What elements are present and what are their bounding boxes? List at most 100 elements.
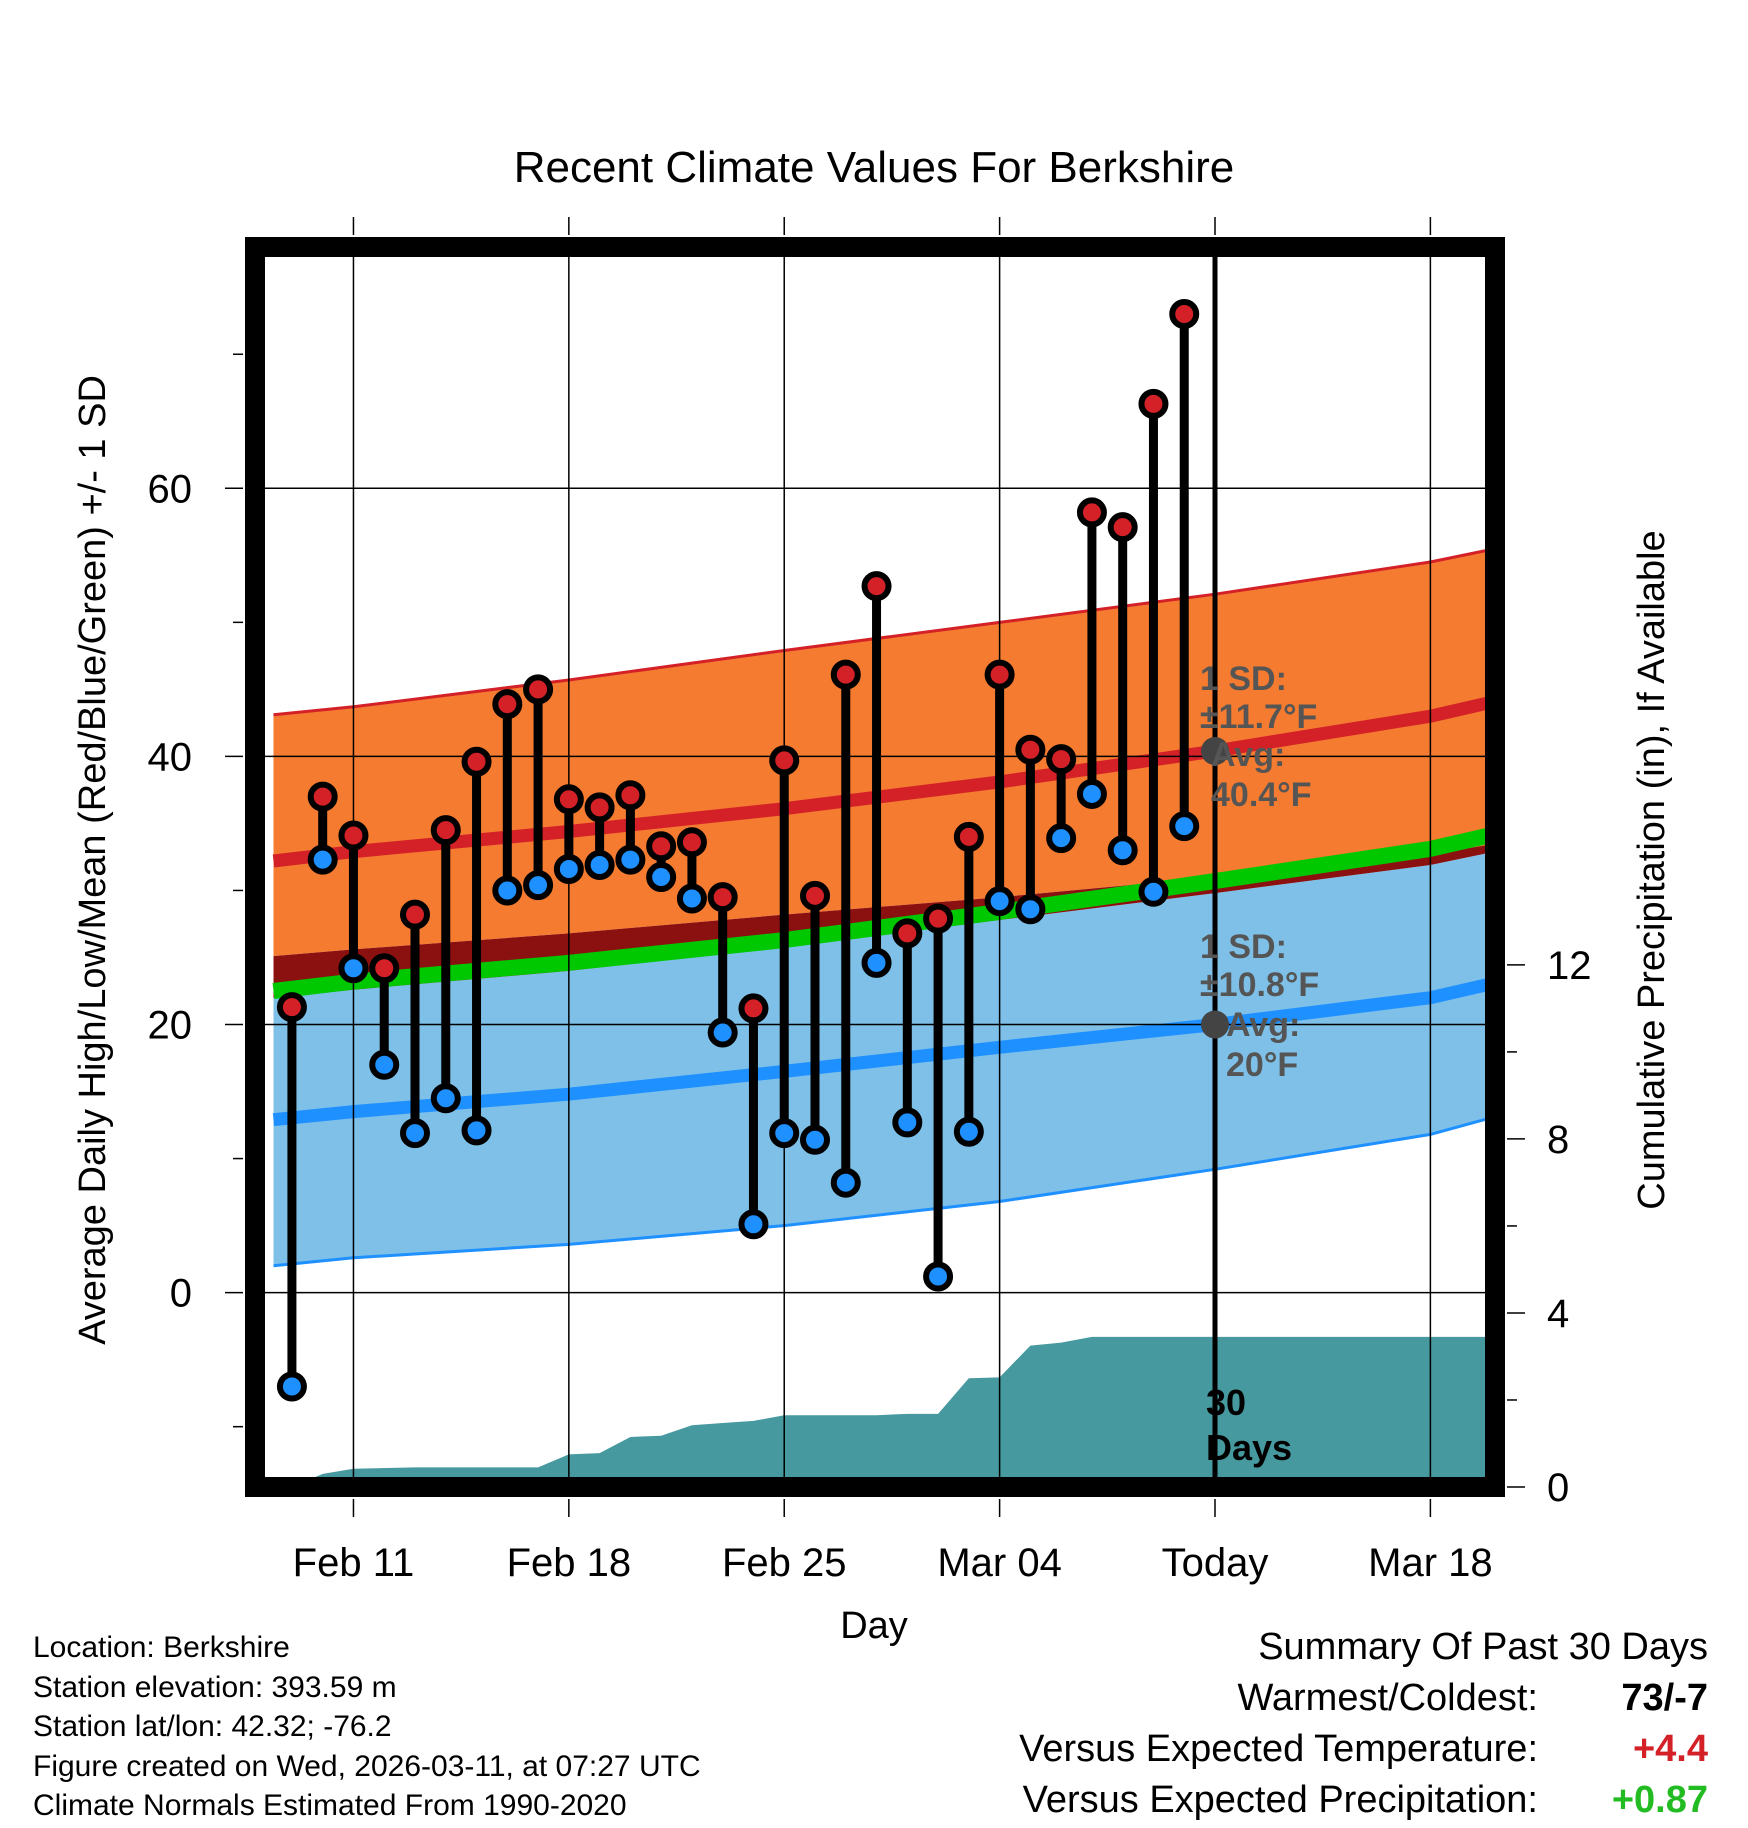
daily-low-point — [707, 1017, 738, 1048]
daily-bar — [646, 831, 677, 893]
daily-high-point — [1046, 744, 1077, 775]
daily-low-point — [1076, 778, 1107, 809]
precip-row: Versus Expected Precipitation: +0.87 — [1019, 1775, 1708, 1826]
plot-frame — [245, 237, 1505, 1497]
daily-low-point — [953, 1116, 984, 1147]
daily-high-point — [461, 746, 492, 777]
daily-bar — [615, 780, 646, 875]
daily-low-point — [276, 1371, 307, 1402]
high-sd-value: ±11.7°F — [1200, 698, 1317, 736]
daily-low-point — [892, 1107, 923, 1138]
daily-bar — [676, 827, 707, 914]
daily-high-point — [276, 992, 307, 1023]
daily-low-point — [338, 953, 369, 984]
daily-low-point — [461, 1115, 492, 1146]
axes: 0 20 40 60 0 4 8 12 Feb 11 Feb 18 Feb 25 Mar 04 Toda… — [148, 217, 1592, 1585]
daily-bar — [523, 674, 554, 901]
high-sd-label: 1 SD: — [1200, 660, 1287, 698]
days-label: Days — [1206, 1427, 1292, 1468]
summary-heading-row: Summary Of Past 30 Days — [1019, 1622, 1708, 1673]
warmest-label: Warmest/Coldest: — [1237, 1677, 1538, 1719]
daily-bar — [984, 659, 1015, 917]
daily-high-point — [830, 659, 861, 690]
daily-bar — [430, 815, 461, 1114]
daily-bar — [892, 918, 923, 1138]
warmest-value: 73/-7 — [1621, 1677, 1708, 1719]
daily-high-point — [338, 820, 369, 851]
daily-bar — [1015, 734, 1046, 925]
daily-low-point — [1138, 876, 1169, 907]
high-annotation: 1 SD: ±11.7°F Avg: 40.4°F — [1200, 660, 1317, 814]
daily-high-point — [1015, 734, 1046, 765]
daily-high-point — [861, 571, 892, 602]
low-avg-label: Avg: — [1226, 1006, 1300, 1044]
daily-high-point — [707, 882, 738, 913]
daily-low-point — [523, 870, 554, 901]
daily-low-point — [923, 1261, 954, 1292]
y-axis-label: Average Daily High/Low/Mean (Red/Blue/Gr… — [72, 375, 114, 1345]
daily-high-point — [1138, 388, 1169, 419]
daily-low-point — [553, 854, 584, 885]
daily-high-point — [646, 831, 677, 862]
y2-tick-label: 0 — [1547, 1466, 1569, 1510]
daily-bar — [461, 746, 492, 1146]
daily-high-point — [1169, 299, 1200, 330]
x-tick-label: Mar 18 — [1368, 1541, 1493, 1585]
y-tick-label: 0 — [170, 1272, 192, 1316]
daily-bar — [707, 882, 738, 1048]
station-info: Location: Berkshire Station elevation: 3… — [33, 1628, 701, 1826]
daily-low-point — [430, 1083, 461, 1114]
daily-high-point — [800, 880, 830, 911]
daily-low-point — [369, 1049, 400, 1080]
x-tick-label: Mar 04 — [937, 1541, 1062, 1585]
summary-heading: Summary Of Past 30 Days — [1258, 1626, 1708, 1668]
low-sd-value: ±10.8°F — [1200, 966, 1319, 1004]
daily-low-point — [492, 875, 523, 906]
daily-low-point — [646, 862, 677, 893]
y-tick-label: 20 — [148, 1004, 193, 1048]
y2-tick-label: 12 — [1547, 944, 1592, 988]
low-sd-label: 1 SD: — [1200, 928, 1287, 966]
daily-low-point — [615, 844, 646, 875]
x-tick-label: Feb 25 — [722, 1541, 847, 1585]
x-tick-label: Feb 18 — [507, 1541, 632, 1585]
y2-tick-label: 4 — [1547, 1292, 1569, 1336]
days-count: 30 — [1206, 1382, 1246, 1423]
days-annotation: 30 Days — [1206, 1382, 1292, 1468]
high-avg-label: Avg: — [1211, 736, 1285, 774]
daily-bar — [1107, 512, 1138, 866]
high-normal-line — [272, 696, 1491, 868]
daily-low-point — [984, 886, 1015, 917]
daily-low-point — [1107, 835, 1138, 866]
daily-bar — [1076, 497, 1107, 809]
daily-high-point — [553, 784, 584, 815]
daily-bar — [492, 689, 523, 906]
daily-high-point — [892, 918, 923, 949]
daily-bar — [338, 820, 369, 984]
daily-high-point — [738, 993, 769, 1024]
daily-high-point — [584, 792, 615, 823]
y2-axis-label: Cumulative Precipitation (in), If Availa… — [1631, 530, 1673, 1209]
high-avg-marker — [1201, 737, 1229, 766]
daily-high-point — [923, 903, 954, 934]
precip-area — [291, 1336, 1489, 1487]
daily-high-point — [676, 827, 707, 858]
daily-bar — [953, 821, 984, 1147]
daily-low-point — [830, 1167, 861, 1198]
daily-bar — [400, 899, 430, 1149]
warmest-row: Warmest/Coldest: 73/-7 — [1019, 1673, 1708, 1724]
daily-bar — [1046, 744, 1077, 854]
daily-high-point — [400, 899, 430, 930]
daily-low-point — [676, 883, 707, 914]
low-lower-line — [273, 1116, 1490, 1268]
low-annotation: 1 SD: ±10.8°F Avg: 20°F — [1200, 928, 1319, 1084]
daily-low-point — [584, 849, 615, 880]
daily-high-point — [369, 953, 400, 984]
temp-value: +4.4 — [1632, 1728, 1708, 1770]
daily-bar — [369, 953, 400, 1080]
daily-high-point — [307, 781, 338, 812]
precip-value: +0.87 — [1611, 1779, 1708, 1821]
daily-high-point — [1076, 497, 1107, 528]
daily-high-point — [492, 689, 523, 720]
